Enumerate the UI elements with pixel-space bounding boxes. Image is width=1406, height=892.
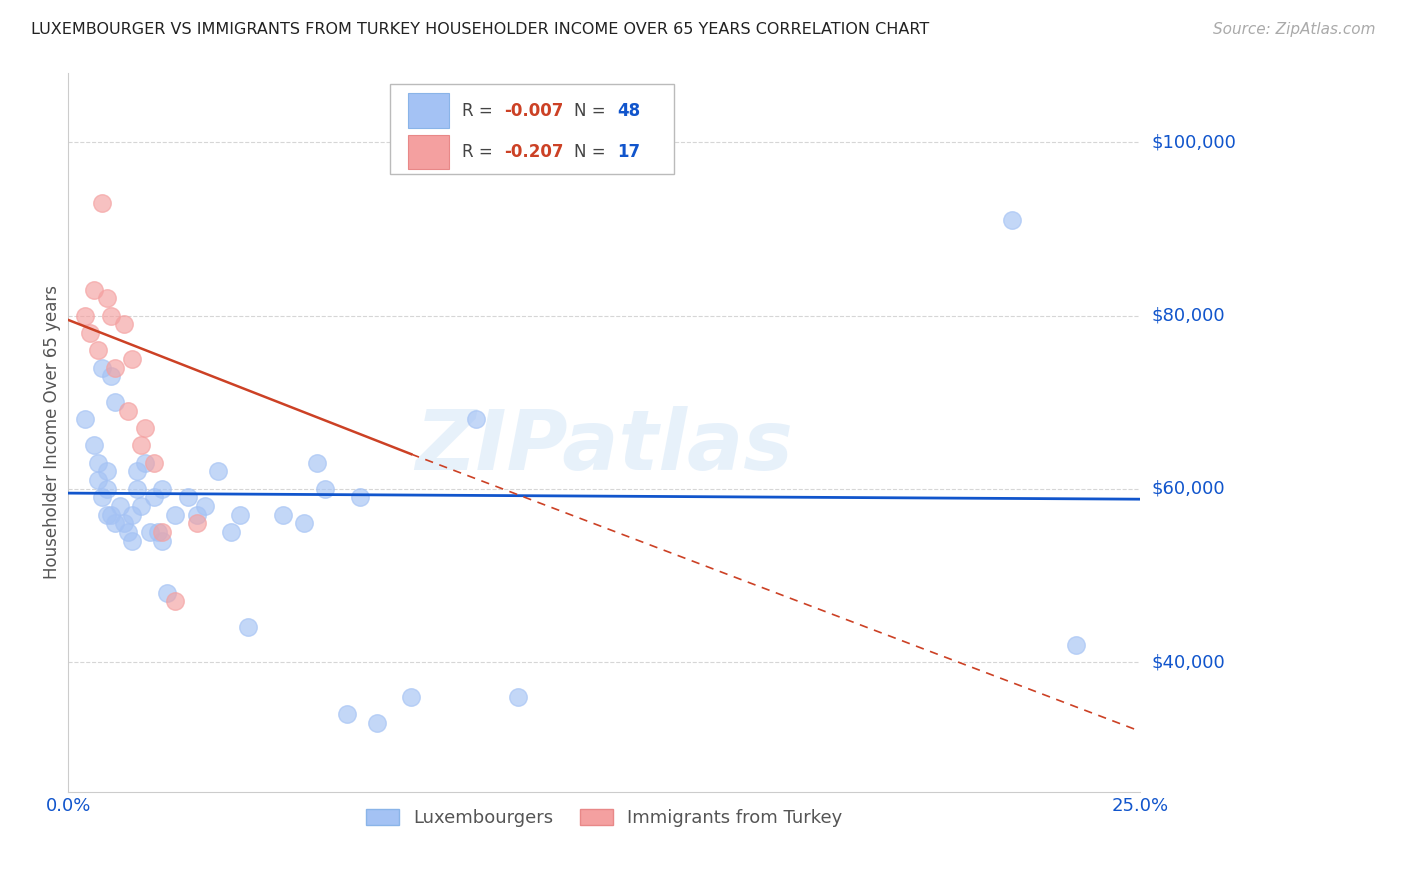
- Point: [121, 533, 143, 548]
- Point: [121, 508, 143, 522]
- Point: [96, 465, 118, 479]
- Point: [186, 508, 208, 522]
- Point: [91, 195, 114, 210]
- Point: [87, 343, 110, 358]
- Point: [100, 369, 122, 384]
- Point: [100, 309, 122, 323]
- Point: [83, 438, 105, 452]
- Point: [138, 525, 160, 540]
- Text: $100,000: $100,000: [1152, 133, 1236, 152]
- Text: -0.207: -0.207: [505, 143, 564, 161]
- Point: [112, 317, 135, 331]
- Point: [112, 516, 135, 531]
- Point: [228, 508, 250, 522]
- Text: ZIPatlas: ZIPatlas: [415, 407, 793, 487]
- Point: [152, 525, 174, 540]
- Point: [96, 508, 118, 522]
- Text: N =: N =: [574, 102, 612, 120]
- FancyBboxPatch shape: [389, 84, 673, 174]
- Point: [87, 473, 110, 487]
- Point: [75, 309, 97, 323]
- Point: [336, 706, 359, 721]
- Y-axis label: Householder Income Over 65 years: Householder Income Over 65 years: [44, 285, 60, 580]
- Text: LUXEMBOURGER VS IMMIGRANTS FROM TURKEY HOUSEHOLDER INCOME OVER 65 YEARS CORRELAT: LUXEMBOURGER VS IMMIGRANTS FROM TURKEY H…: [31, 22, 929, 37]
- Point: [349, 491, 371, 505]
- Point: [238, 620, 260, 634]
- Bar: [408, 94, 449, 128]
- Point: [91, 360, 114, 375]
- Point: [91, 491, 114, 505]
- Point: [121, 351, 143, 366]
- Text: N =: N =: [574, 143, 612, 161]
- Point: [146, 525, 169, 540]
- Point: [117, 525, 139, 540]
- Point: [152, 533, 174, 548]
- Point: [165, 594, 187, 608]
- Point: [100, 508, 122, 522]
- Point: [142, 491, 165, 505]
- Point: [134, 421, 156, 435]
- Point: [292, 516, 315, 531]
- Point: [108, 499, 131, 513]
- Point: [399, 690, 422, 704]
- Point: [142, 456, 165, 470]
- Point: [152, 482, 174, 496]
- Point: [125, 465, 148, 479]
- Point: [1064, 638, 1087, 652]
- Point: [79, 326, 101, 340]
- Point: [117, 404, 139, 418]
- Point: [129, 438, 152, 452]
- Point: [125, 482, 148, 496]
- Point: [464, 412, 486, 426]
- Point: [219, 525, 242, 540]
- Text: R =: R =: [461, 102, 498, 120]
- Point: [87, 456, 110, 470]
- Legend: Luxembourgers, Immigrants from Turkey: Luxembourgers, Immigrants from Turkey: [359, 802, 849, 835]
- Text: Source: ZipAtlas.com: Source: ZipAtlas.com: [1212, 22, 1375, 37]
- Point: [207, 465, 229, 479]
- Point: [104, 360, 127, 375]
- Point: [129, 499, 152, 513]
- Point: [366, 715, 388, 730]
- Point: [271, 508, 294, 522]
- Text: 17: 17: [617, 143, 640, 161]
- Text: R =: R =: [461, 143, 498, 161]
- Point: [75, 412, 97, 426]
- Point: [96, 291, 118, 305]
- Text: $40,000: $40,000: [1152, 653, 1225, 671]
- Point: [104, 516, 127, 531]
- Point: [177, 491, 200, 505]
- Text: 48: 48: [617, 102, 640, 120]
- Point: [104, 395, 127, 409]
- Point: [305, 456, 328, 470]
- Point: [156, 586, 179, 600]
- Point: [314, 482, 336, 496]
- Point: [194, 499, 217, 513]
- Point: [186, 516, 208, 531]
- Point: [83, 283, 105, 297]
- Text: $60,000: $60,000: [1152, 480, 1225, 498]
- Point: [134, 456, 156, 470]
- Point: [96, 482, 118, 496]
- Text: $80,000: $80,000: [1152, 307, 1225, 325]
- Point: [1001, 213, 1024, 227]
- Point: [165, 508, 187, 522]
- Bar: [408, 135, 449, 169]
- Point: [508, 690, 530, 704]
- Text: -0.007: -0.007: [505, 102, 564, 120]
